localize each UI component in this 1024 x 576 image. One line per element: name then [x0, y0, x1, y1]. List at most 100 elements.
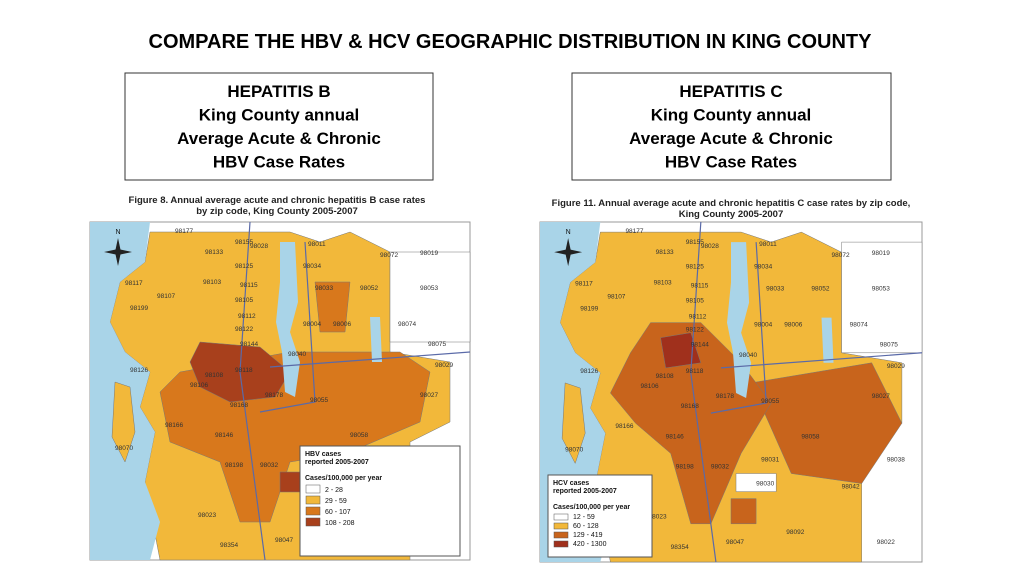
- zip-label: 98011: [759, 241, 777, 248]
- island: [111, 381, 136, 463]
- water: [276, 242, 300, 397]
- zip-label: 98034: [754, 263, 772, 270]
- zip-label: 98108: [656, 373, 674, 380]
- zip-label: 98198: [676, 463, 694, 470]
- zip-label: 98146: [666, 433, 684, 440]
- zip-label: 98178: [716, 393, 734, 400]
- zip-label: 98125: [235, 263, 253, 270]
- zip-label: 98103: [203, 279, 221, 286]
- zip-label: 98019: [872, 250, 890, 257]
- zip-label: 98074: [398, 321, 416, 328]
- zip-label: 98105: [686, 297, 704, 304]
- zip-label: 98354: [671, 544, 689, 551]
- zip-label: 98072: [832, 252, 850, 259]
- legend-title: HCV cases: [553, 480, 589, 487]
- panel-heading: HBV Case Rates: [665, 153, 797, 172]
- zip-label: 98118: [686, 368, 704, 375]
- panel-heading: Average Acute & Chronic: [177, 129, 381, 148]
- zip-label: 98011: [308, 241, 326, 248]
- zip-label: 98122: [235, 326, 253, 333]
- zip-label: 98033: [766, 285, 784, 292]
- legend-swatch: [305, 484, 321, 494]
- zip-label: 98107: [157, 293, 175, 300]
- legend-box: [299, 445, 461, 557]
- zip-label: 98052: [811, 285, 829, 292]
- zip-label: 98022: [877, 539, 895, 546]
- zip-label: 98198: [225, 462, 243, 469]
- zip-label: 98168: [230, 402, 248, 409]
- zip-label: 98053: [872, 285, 890, 292]
- zip-label: 98031: [761, 456, 779, 463]
- panel-heading: King County annual: [651, 106, 812, 125]
- zip-label: 98042: [842, 484, 860, 491]
- zip-label: 98133: [656, 249, 674, 256]
- zip-label: 98112: [689, 314, 707, 321]
- highway: [239, 221, 471, 561]
- zip-label: 98168: [681, 403, 699, 410]
- highway: [690, 221, 923, 563]
- zip-label: 98019: [420, 250, 438, 257]
- zip-label: 98126: [580, 368, 598, 375]
- zip-label: 98072: [380, 252, 398, 259]
- zip-label: 98144: [691, 342, 709, 349]
- panel-heading: HBV Case Rates: [213, 153, 345, 172]
- zip-label: 98166: [615, 423, 633, 430]
- figure-caption: by zip code, King County 2005-2007: [196, 206, 358, 217]
- zip-label: 98053: [420, 285, 438, 292]
- zip-label: 98107: [607, 293, 625, 300]
- legend-label: 12 - 59: [573, 514, 595, 521]
- zip-label: 98058: [801, 433, 819, 440]
- panel-heading: King County annual: [199, 106, 360, 125]
- zip-label: 98028: [250, 243, 268, 250]
- zip-label: 98006: [784, 322, 802, 329]
- zip-label: 98199: [130, 305, 148, 312]
- zip-label: 98028: [701, 243, 719, 250]
- panel-heading: HEPATITIS B: [227, 82, 330, 101]
- legend-title: reported 2005-2007: [305, 459, 369, 466]
- legend-swatch: [553, 513, 569, 521]
- zip-label: 98030: [756, 481, 774, 488]
- zip-label: 98117: [125, 280, 143, 287]
- zip-label: 98006: [333, 321, 351, 328]
- legend-swatch: [553, 522, 569, 530]
- zip-label: 98092: [786, 529, 804, 536]
- zip-label: 98126: [130, 367, 148, 374]
- zip-label: 98033: [315, 285, 333, 292]
- island: [561, 382, 586, 465]
- compass: [554, 249, 583, 256]
- zip-label: 98155: [686, 239, 704, 246]
- zip-label: 98040: [739, 352, 757, 359]
- legend-unit: Cases/100,000 per year: [553, 504, 630, 511]
- zip-label: 98354: [220, 542, 238, 549]
- zip-label: 98040: [288, 351, 306, 358]
- legend-swatch: [553, 540, 569, 548]
- heading-box: [124, 72, 434, 181]
- water: [727, 242, 752, 398]
- zip-label: 98004: [754, 322, 772, 329]
- zip-label: 98052: [360, 285, 378, 292]
- zip-label: 98075: [428, 341, 446, 348]
- figure-caption: Figure 8. Annual average acute and chron…: [129, 195, 426, 206]
- panel-heading: HEPATITIS C: [679, 82, 782, 101]
- zip-label: 98155: [235, 239, 253, 246]
- zip-label: 98023: [198, 512, 216, 519]
- zip-label: 98115: [240, 282, 258, 289]
- zip-label: 98166: [165, 422, 183, 429]
- figure-caption: King County 2005-2007: [679, 209, 784, 220]
- zip-label: 98058: [350, 432, 368, 439]
- zip-label: 98108: [205, 372, 223, 379]
- map-region: [730, 498, 757, 525]
- zip-label: 98117: [575, 280, 593, 287]
- legend-swatch: [553, 531, 569, 539]
- map-region: [660, 332, 702, 369]
- zip-label: 98027: [420, 392, 438, 399]
- zip-label: 98106: [190, 382, 208, 389]
- zip-label: 98027: [872, 393, 890, 400]
- legend-swatch: [305, 517, 321, 527]
- zip-label: 98177: [175, 228, 193, 235]
- zip-label: 98029: [887, 363, 905, 370]
